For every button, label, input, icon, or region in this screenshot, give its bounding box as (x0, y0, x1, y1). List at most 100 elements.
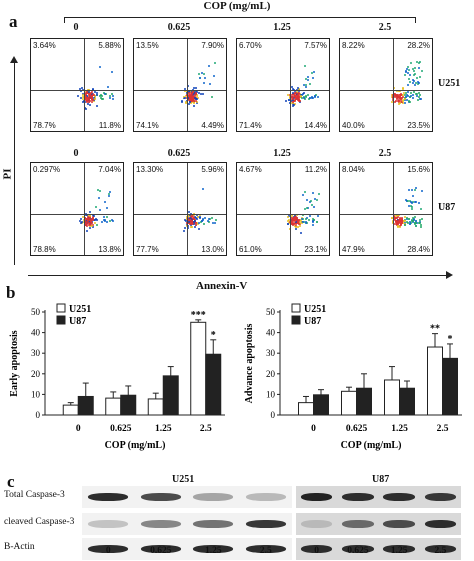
event-dot (420, 224, 423, 227)
event-dot (295, 227, 297, 230)
event-dot (398, 219, 401, 222)
event-dot (88, 210, 91, 213)
bar (399, 387, 415, 416)
event-dot (313, 218, 316, 221)
event-dot (193, 99, 196, 102)
event-dot (103, 92, 106, 95)
quadrant-horizontal-line (31, 213, 123, 215)
event-dot (305, 221, 308, 224)
event-dot (401, 100, 404, 103)
event-dot (412, 91, 415, 94)
event-dot (191, 100, 194, 103)
event-dot (79, 219, 82, 222)
quadrant-percentage: 7.90% (201, 41, 224, 50)
y-tick-label: 50 (31, 307, 41, 317)
event-dot (398, 221, 401, 224)
event-dot (304, 191, 307, 194)
event-dot (86, 95, 89, 98)
event-dot (416, 222, 418, 225)
event-dot (296, 222, 299, 225)
bar (298, 402, 314, 416)
event-dot (298, 219, 301, 222)
blot-band (383, 520, 415, 528)
event-dot (192, 217, 195, 220)
event-dot (195, 221, 198, 224)
event-dot (91, 223, 94, 226)
event-dot (195, 218, 198, 221)
event-dot (299, 219, 302, 222)
event-dot (88, 216, 91, 219)
event-dot (291, 85, 294, 88)
event-dot (305, 77, 308, 80)
y-axis-label: Early apoptosis (9, 330, 20, 397)
event-dot (190, 217, 193, 220)
lane-label: 1.25 (390, 546, 408, 556)
event-dot (185, 219, 188, 222)
event-dot (87, 97, 90, 100)
event-dot (200, 72, 203, 75)
event-dot (184, 96, 187, 99)
event-dot (412, 82, 415, 85)
blot-row-label: B-Actin (4, 542, 35, 552)
event-dot (88, 223, 91, 226)
event-dot (92, 214, 95, 216)
event-dot (111, 95, 114, 98)
event-dot (194, 225, 197, 228)
event-dot (303, 92, 306, 95)
event-dot (406, 66, 409, 69)
blot-band (140, 520, 181, 528)
event-dot (102, 91, 105, 94)
event-dot (309, 215, 311, 218)
blot-band (88, 493, 129, 501)
event-dot (407, 218, 410, 221)
event-dot (293, 219, 296, 222)
event-dot (414, 221, 417, 224)
pi-axis-arrow (14, 60, 15, 265)
event-dot (294, 215, 297, 218)
event-dot (415, 81, 418, 84)
event-dot (300, 216, 303, 219)
event-dot (397, 226, 400, 229)
event-dot (415, 92, 418, 95)
quadrant-percentage: 3.64% (33, 41, 56, 50)
event-dot (308, 96, 311, 99)
event-dot (401, 218, 404, 221)
y-axis-label: Advance apoptosis (244, 324, 255, 404)
bar (313, 394, 329, 416)
event-dot (88, 220, 91, 223)
event-dot (419, 94, 422, 97)
event-dot (391, 100, 394, 103)
event-dot (187, 211, 190, 214)
event-dot (293, 100, 296, 103)
event-dot (395, 99, 398, 102)
event-dot (397, 98, 400, 101)
blot-band (193, 545, 234, 553)
scatter-plot: 3.64% 5.88% 78.7% 11.8% (30, 38, 124, 132)
event-dot (409, 81, 412, 84)
x-axis-label: COP (mg/mL) (341, 440, 402, 451)
event-dot (301, 96, 304, 99)
legend-label: U87 (69, 316, 86, 327)
x-tick-label: 1.25 (155, 424, 172, 434)
concentration-label: 1.25 (273, 22, 291, 33)
event-dot (184, 227, 187, 230)
event-dot (408, 223, 411, 226)
event-dot (192, 222, 195, 225)
event-dot (302, 93, 305, 96)
event-dot (412, 67, 415, 70)
event-dot (201, 220, 203, 223)
event-dot (414, 188, 417, 191)
event-dot (419, 61, 422, 64)
event-dot (188, 102, 191, 105)
event-dot (316, 221, 319, 224)
blot-strip (296, 538, 461, 560)
bar (120, 394, 137, 416)
event-dot (408, 100, 411, 103)
event-dot (81, 222, 84, 225)
x-axis-label: COP (mg/mL) (105, 440, 166, 451)
quadrant-percentage: 5.96% (201, 165, 224, 174)
event-dot (196, 95, 199, 98)
event-dot (86, 91, 89, 94)
lane-label: 0 (105, 546, 111, 556)
legend-label: U87 (304, 316, 321, 327)
